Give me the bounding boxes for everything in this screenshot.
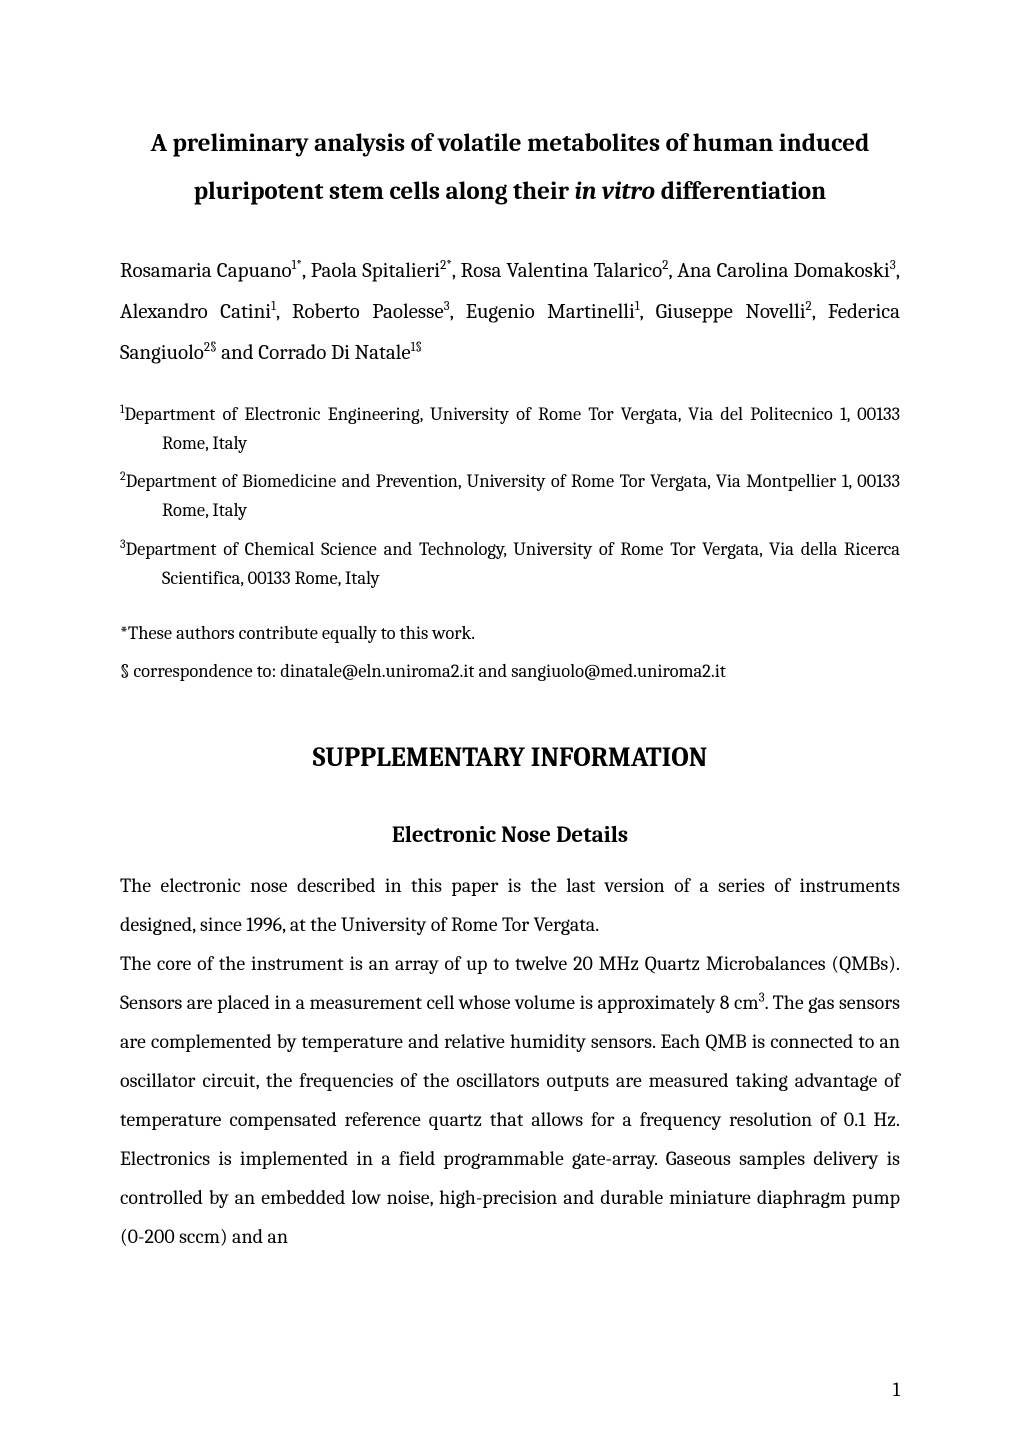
paper-title: A preliminary analysis of volatile metab… bbox=[120, 120, 900, 215]
page: A preliminary analysis of volatile metab… bbox=[0, 0, 1020, 1443]
section-heading: Electronic Nose Details bbox=[120, 821, 900, 848]
title-italic: in vitro bbox=[574, 177, 655, 206]
title-line-1: A preliminary analysis of volatile metab… bbox=[151, 129, 870, 158]
equal-contribution-note: *These authors contribute equally to thi… bbox=[120, 620, 900, 648]
title-line-2b: differentiation bbox=[655, 177, 826, 206]
supplementary-heading: SUPPLEMENTARY INFORMATION bbox=[120, 742, 900, 773]
body-paragraph: The electronic nose described in this pa… bbox=[120, 866, 900, 944]
notes-block: *These authors contribute equally to thi… bbox=[120, 620, 900, 686]
authors-block: Rosamaria Capuano1*, Paola Spitalieri2*,… bbox=[120, 251, 900, 374]
affiliations-block: 1Department of Electronic Engineering, U… bbox=[120, 400, 900, 593]
title-line-2a: pluripotent stem cells along their bbox=[194, 177, 575, 206]
correspondence-note: § correspondence to: dinatale@eln.unirom… bbox=[120, 658, 900, 686]
affiliation: 2Department of Biomedicine and Preventio… bbox=[120, 467, 900, 525]
page-number: 1 bbox=[893, 1378, 900, 1401]
affiliation: 3Department of Chemical Science and Tech… bbox=[120, 535, 900, 593]
affiliation: 1Department of Electronic Engineering, U… bbox=[120, 400, 900, 458]
body-paragraph: The core of the instrument is an array o… bbox=[120, 944, 900, 1256]
